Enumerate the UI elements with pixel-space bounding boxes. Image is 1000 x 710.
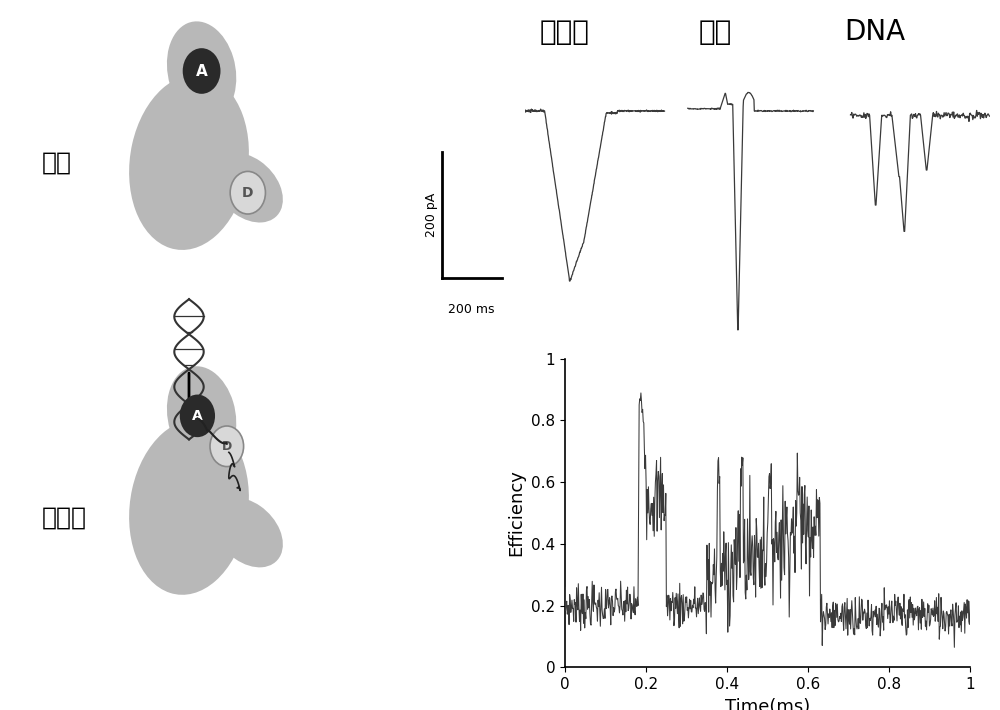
Text: D: D: [242, 186, 254, 200]
Text: A: A: [196, 63, 207, 79]
Text: 聚合物: 聚合物: [540, 18, 590, 46]
Circle shape: [180, 395, 215, 437]
Ellipse shape: [213, 153, 283, 222]
Ellipse shape: [167, 21, 236, 121]
X-axis label: Time(ms): Time(ms): [725, 698, 810, 710]
Text: A: A: [192, 409, 203, 423]
Circle shape: [230, 171, 265, 214]
Ellipse shape: [129, 75, 249, 250]
Ellipse shape: [129, 420, 249, 595]
Text: 200 pA: 200 pA: [425, 192, 438, 237]
Text: 200 ms: 200 ms: [448, 302, 495, 316]
Circle shape: [210, 426, 244, 466]
Ellipse shape: [167, 366, 236, 466]
Text: DNA: DNA: [844, 18, 906, 46]
Circle shape: [183, 48, 220, 94]
Text: 单体: 单体: [42, 151, 72, 174]
Text: 聚合物: 聚合物: [42, 506, 87, 529]
Ellipse shape: [213, 498, 283, 567]
Y-axis label: Efficiency: Efficiency: [507, 469, 525, 557]
Text: D: D: [222, 439, 232, 453]
Text: 单体: 单体: [698, 18, 732, 46]
